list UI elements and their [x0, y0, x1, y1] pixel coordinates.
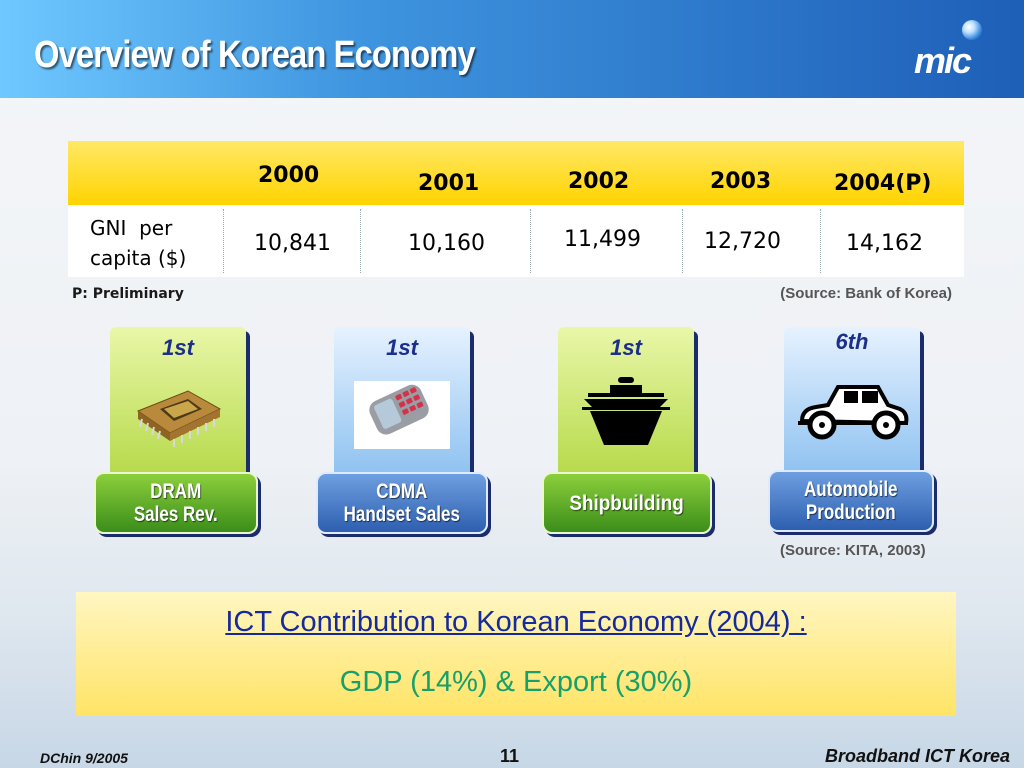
memory-chip-icon	[136, 390, 222, 447]
table-cell: 10,841	[254, 231, 331, 256]
column-divider	[820, 209, 821, 273]
car-icon	[798, 385, 909, 440]
col-header: 2002	[568, 169, 630, 194]
table-header-row: 2000 2001 2002 2003 2004(P)	[68, 141, 964, 205]
industry-label-line: DRAM	[150, 480, 202, 503]
rank-label: 1st	[386, 335, 418, 360]
industry-card-dram: 1st	[110, 327, 246, 477]
industry-label-line: Sales Rev.	[134, 503, 218, 526]
col-header: 2004(P)	[834, 171, 932, 196]
industry-label-line: Automobile	[804, 478, 898, 501]
industry-label-line: CDMA	[376, 480, 428, 503]
title-bar: Overview of Korean Economy mic	[0, 0, 1024, 98]
ship-icon	[582, 377, 670, 445]
rank-label: 1st	[610, 335, 642, 360]
industry-card-cdma: 1st	[334, 327, 470, 477]
col-header: 2000	[258, 163, 320, 188]
source-note: (Source: KITA, 2003)	[780, 542, 926, 559]
gni-table: 2000 2001 2002 2003 2004(P) GNI per capi…	[68, 141, 964, 277]
page-number: 11	[500, 746, 520, 766]
industry-card-automobile: 6th	[784, 327, 920, 477]
ict-contribution-box: ICT Contribution to Korean Economy (2004…	[76, 592, 956, 716]
ict-title: ICT Contribution to Korean Economy (2004…	[225, 606, 807, 638]
logo-text: mic	[914, 40, 972, 81]
row-label-line: GNI per	[90, 216, 173, 240]
footer-author-date: DChin 9/2005	[40, 750, 128, 766]
column-divider	[530, 209, 531, 273]
rank-label: 1st	[162, 335, 194, 360]
source-note: (Source: Bank of Korea)	[780, 285, 952, 302]
industry-label-automobile: Automobile Production	[768, 470, 934, 532]
table-cell: 10,160	[408, 231, 485, 256]
table-cell: 11,499	[564, 227, 641, 252]
industry-label-cdma: CDMA Handset Sales	[316, 472, 488, 534]
footer: DChin 9/2005 11 Broadband ICT Korea	[0, 742, 1024, 768]
industry-label-shipbuilding: Shipbuilding	[542, 472, 712, 534]
globe-icon	[962, 20, 982, 40]
ict-subtitle: GDP (14%) & Export (30%)	[339, 666, 693, 698]
rank-label: 6th	[835, 329, 869, 354]
mic-logo: mic	[914, 18, 1006, 81]
column-divider	[682, 209, 683, 273]
col-header: 2001	[418, 171, 480, 196]
table-cell: 12,720	[704, 229, 781, 254]
industry-card-shipbuilding: 1st	[558, 327, 694, 477]
column-divider	[360, 209, 361, 273]
footer-title: Broadband ICT Korea	[824, 746, 1010, 766]
mobile-phone-icon	[354, 381, 450, 449]
column-divider	[223, 209, 224, 273]
industry-label-line: Production	[806, 501, 896, 524]
preliminary-note: P: Preliminary	[72, 286, 184, 302]
industry-label-dram: DRAM Sales Rev.	[94, 472, 258, 534]
row-label: GNI per capita ($)	[90, 213, 186, 273]
industry-label-line: Handset Sales	[343, 503, 461, 526]
col-header: 2003	[710, 169, 772, 194]
table-cell: 14,162	[846, 231, 923, 256]
page-title: Overview of Korean Economy	[34, 34, 476, 76]
row-label-line: capita ($)	[90, 246, 187, 270]
industry-label-line: Shipbuilding	[569, 491, 685, 515]
